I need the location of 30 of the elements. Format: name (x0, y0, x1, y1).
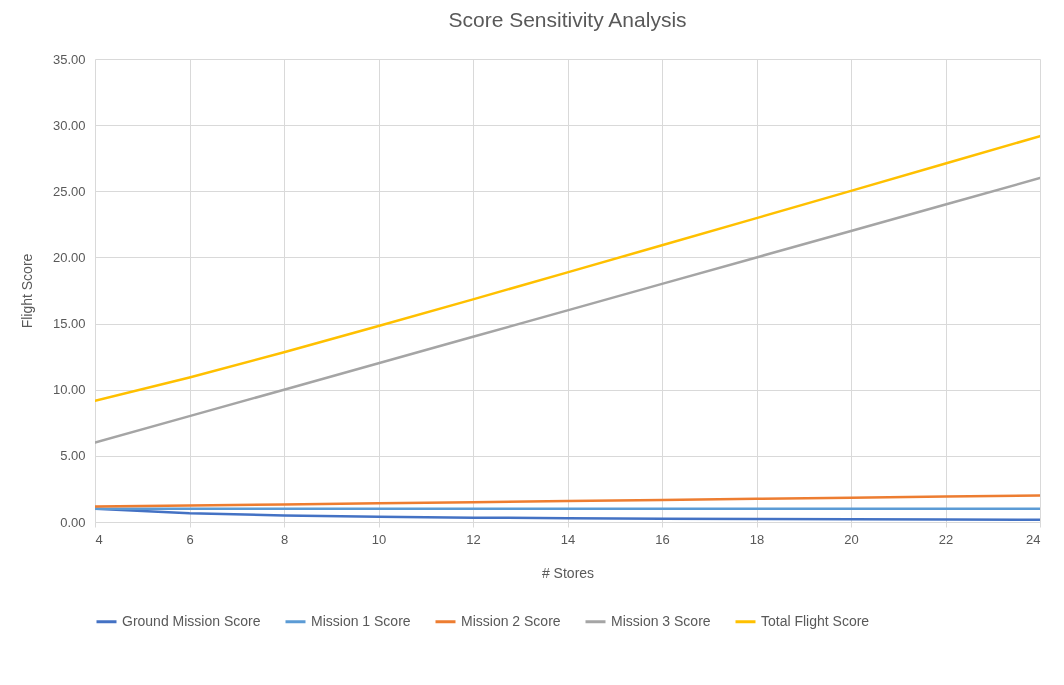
y-tick-label: 5.00 (60, 448, 86, 464)
legend-label: Ground Mission Score (122, 612, 261, 629)
x-tick-label: 16 (655, 531, 670, 547)
chart-title: Score Sensitivity Analysis (448, 8, 687, 31)
x-tick-label: 8 (280, 531, 289, 547)
y-tick-label: 25.00 (52, 183, 86, 199)
line-series (95, 176, 1040, 444)
x-tick-label: 12 (466, 531, 481, 547)
x-tick-label: 6 (186, 531, 194, 547)
y-tick-label: 20.00 (52, 249, 86, 265)
line-series (95, 494, 1040, 508)
x-tick-label: 18 (749, 531, 765, 547)
x-axis-title: # Stores (541, 564, 595, 581)
x-tick-label: 4 (95, 531, 103, 547)
line-series (95, 134, 1040, 402)
legend-label: Total Flight Score (761, 612, 870, 629)
x-tick-label: 10 (371, 531, 387, 547)
legend-label: Mission 3 Score (611, 612, 711, 629)
y-tick-label: 35.00 (52, 51, 86, 67)
legend-label: Mission 1 Score (311, 612, 411, 629)
y-tick-label: 10.00 (52, 382, 86, 398)
y-tick-label: 30.00 (52, 117, 86, 133)
x-tick-label: 20 (844, 531, 859, 547)
y-tick-label: 0.00 (60, 514, 86, 530)
y-tick-label: 15.00 (52, 316, 86, 332)
y-axis-title: Flight Score (18, 253, 35, 329)
x-tick-label: 22 (938, 531, 954, 547)
legend-label: Mission 2 Score (461, 612, 561, 629)
x-tick-label: 14 (560, 531, 576, 547)
x-tick-label: 24 (1026, 531, 1041, 547)
